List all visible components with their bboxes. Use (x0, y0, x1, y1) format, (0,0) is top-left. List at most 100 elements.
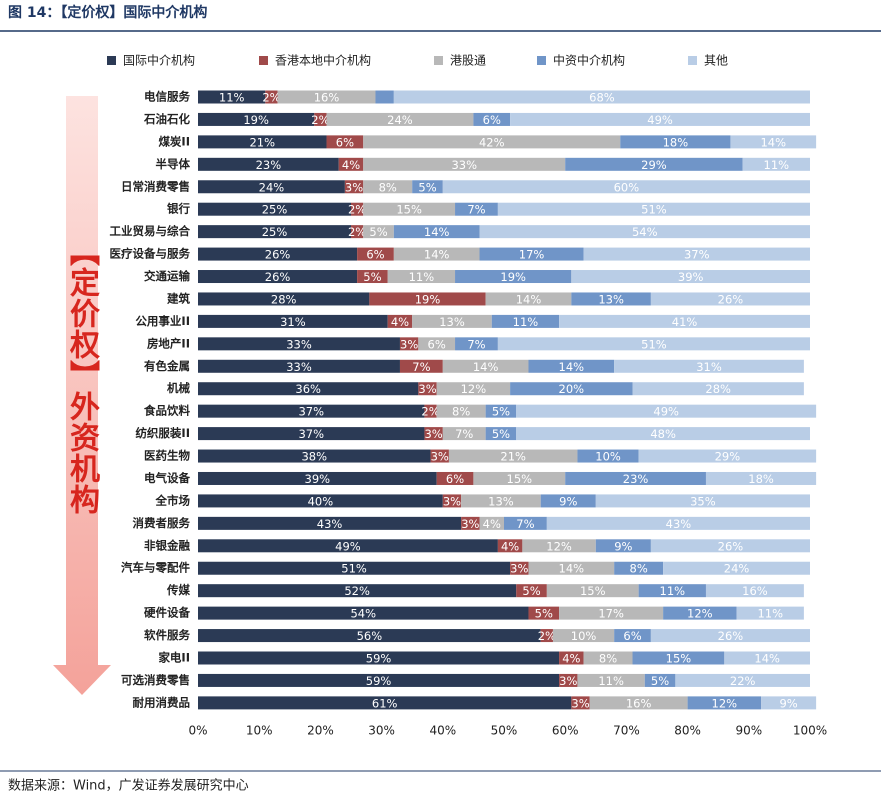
value-label: 3% (431, 450, 449, 464)
bar-segment (363, 157, 566, 171)
x-tick-label: 60% (552, 724, 579, 738)
value-label: 29% (715, 450, 741, 464)
bar-segment (479, 247, 584, 261)
value-label: 14% (516, 292, 542, 306)
bar-segment (461, 494, 541, 508)
bar-segment (638, 449, 817, 463)
bar-segment (351, 202, 364, 216)
bar-segment (571, 270, 810, 284)
bar-segment (198, 180, 345, 194)
bar-segment (198, 427, 425, 441)
value-label: 48% (650, 427, 676, 441)
bar-segment (418, 382, 437, 396)
value-label: 38% (301, 450, 327, 464)
bar-segment (455, 270, 572, 284)
value-label: 4% (562, 652, 580, 666)
bar-segment (412, 180, 443, 194)
value-label: 28% (271, 292, 297, 306)
value-label: 17% (598, 607, 624, 621)
value-label: 5% (492, 427, 510, 441)
value-label: 5% (492, 405, 510, 419)
bar-segment (687, 696, 762, 710)
value-label: 12% (461, 382, 487, 396)
value-label: 61% (372, 696, 398, 710)
bar-segment (412, 314, 492, 328)
bar-segment (198, 494, 443, 508)
value-label: 18% (748, 472, 774, 486)
value-label: 13% (439, 315, 465, 329)
arrow (53, 96, 111, 695)
legend-swatch (537, 56, 546, 65)
value-label: 5% (651, 674, 669, 688)
value-label: 33% (286, 337, 312, 351)
bar-segment (528, 359, 615, 373)
value-label: 18% (663, 135, 689, 149)
value-label: 3% (443, 494, 461, 508)
bar-segment (473, 471, 566, 485)
y-tick-label: 医药生物 (144, 449, 190, 463)
value-label: 11% (660, 584, 686, 598)
bar-segment (479, 225, 810, 239)
bar-segment (559, 314, 810, 328)
legend-swatch (107, 56, 116, 65)
bar-segment (363, 135, 621, 149)
bar-segment (424, 404, 437, 418)
y-tick-label: 传媒 (166, 583, 190, 597)
value-label: 13% (598, 292, 624, 306)
x-tick-label: 80% (674, 724, 701, 738)
y-tick-label: 交通运输 (144, 269, 190, 283)
value-label: 11% (757, 607, 783, 621)
value-label: 2% (421, 405, 439, 419)
bar-segment (528, 561, 615, 575)
y-tick-label: 建筑 (167, 291, 190, 305)
value-label: 8% (452, 405, 470, 419)
value-label: 26% (265, 270, 291, 284)
bar-segment (344, 180, 364, 194)
value-label: 11% (513, 315, 539, 329)
value-label: 5% (369, 225, 387, 239)
bar-segment (424, 427, 443, 441)
bar-segment (552, 629, 615, 643)
bar-segment (761, 696, 817, 710)
value-label: 6% (366, 248, 384, 262)
bar-segment (436, 471, 474, 485)
legend-label: 中资中介机构 (553, 53, 625, 68)
value-label: 36% (295, 382, 321, 396)
bar-segment (485, 292, 572, 306)
value-label: 6% (336, 135, 354, 149)
value-label: 12% (712, 696, 738, 710)
value-label: 54% (350, 607, 376, 621)
x-tick-label: 90% (735, 724, 762, 738)
bar-segment (198, 382, 419, 396)
bar-segment (198, 471, 437, 485)
y-tick-label: 耐用消费品 (133, 695, 191, 709)
value-label: 3% (461, 517, 479, 531)
bar-segment (497, 539, 523, 553)
bar-segment (565, 471, 706, 485)
value-label: 9% (559, 494, 577, 508)
value-label: 51% (641, 337, 667, 351)
value-label: 37% (684, 248, 710, 262)
bar-segment (497, 337, 810, 351)
side-label: 【定价权】外资机构 (64, 235, 99, 515)
bar-segment (742, 157, 810, 171)
value-label: 13% (488, 494, 514, 508)
value-label: 25% (262, 203, 288, 217)
value-label: 3% (510, 562, 528, 576)
y-tick-label: 银行 (167, 202, 190, 216)
value-label: 2% (262, 91, 280, 105)
legend-label: 香港本地中介机构 (275, 53, 371, 68)
value-label: 37% (298, 405, 324, 419)
bar-segment (473, 112, 511, 126)
value-label: 59% (366, 652, 392, 666)
bar-segment (632, 382, 804, 396)
bar-segment (357, 270, 388, 284)
bar-segment (730, 135, 817, 149)
bar-segment (705, 584, 804, 598)
value-label: 14% (473, 360, 499, 374)
value-label: 3% (400, 337, 418, 351)
bar-segment (198, 247, 358, 261)
y-tick-label: 全市场 (155, 493, 191, 507)
value-label: 14% (424, 248, 450, 262)
value-label: 49% (653, 405, 679, 419)
